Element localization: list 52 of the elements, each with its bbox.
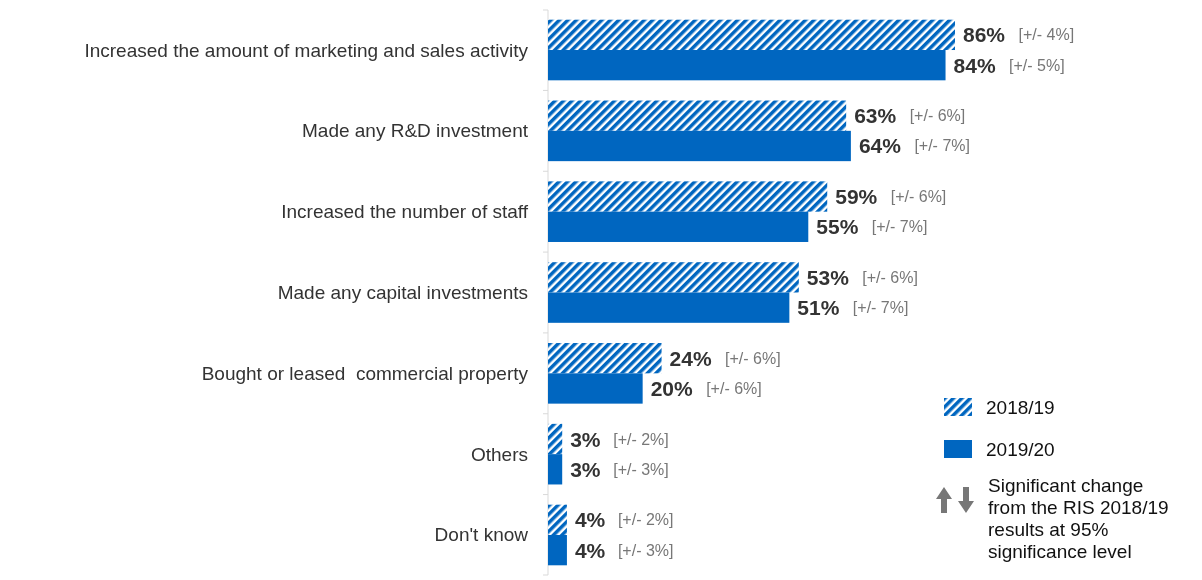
annotation: [+/- 7%] [852, 299, 909, 317]
bar [548, 211, 809, 242]
annotation: [+/- 2%] [613, 430, 669, 448]
data-label: 20% [650, 376, 694, 400]
text: Significant change from the RIS 2018/19 results at 95% significance level [988, 475, 1169, 562]
data-label: 64% [858, 134, 902, 158]
annotation: [+/- 6%] [862, 268, 918, 286]
data-label: 59% [835, 185, 878, 209]
bar [548, 454, 563, 485]
bar [548, 130, 851, 162]
annotation: [+/- 6%] [890, 188, 947, 206]
data-label: 63% [854, 104, 897, 128]
y-tick-label: Made any R&D investment [302, 120, 529, 142]
annotation: [+/- 6%] [909, 107, 966, 125]
legend-label: 2019/20 [986, 438, 1055, 460]
legend-label: 2018/19 [986, 396, 1055, 418]
bar [548, 534, 567, 566]
text: [+/- 4%] [1018, 26, 1075, 44]
data-label: 4% [574, 508, 606, 532]
data-label: 55% [816, 215, 859, 239]
data-label: 51% [797, 296, 840, 320]
bar [548, 504, 567, 535]
annotation: [+/- 3%] [617, 541, 674, 559]
bar [548, 373, 643, 404]
annotation: [+/- 6%] [725, 349, 781, 367]
y-tick-label: Bought or leased commercial property [201, 362, 529, 384]
data-label: 84% [953, 53, 996, 77]
y-tick-label: Increased the number of staff [281, 201, 529, 223]
y-tick-label: Increased the amount of marketing and sales activity [84, 39, 529, 61]
bar [548, 100, 847, 131]
data-label: 24% [669, 346, 712, 370]
y-tick-label: Don't know [434, 524, 529, 546]
bar [548, 292, 790, 323]
bar [548, 343, 662, 374]
y-tick-label: Made any capital investments [277, 282, 528, 303]
annotation: [+/- 2%] [617, 511, 674, 529]
bar [548, 262, 799, 293]
bar [548, 423, 563, 455]
y-tick-label: Others [470, 443, 528, 465]
bar [548, 181, 828, 212]
annotation: [+/- 3%] [613, 460, 669, 478]
data-label: 86% [963, 23, 1006, 47]
annotation: [+/- 7%] [914, 137, 970, 155]
annotation: [+/- 6%] [706, 379, 762, 397]
data-label: 53% [806, 265, 850, 289]
bar [548, 19, 955, 51]
data-label: 3% [570, 457, 601, 481]
data-label: 4% [574, 538, 606, 562]
text: [+/- 5%] [1009, 56, 1065, 74]
annotation: [+/- 7%] [871, 218, 928, 236]
bar [548, 50, 946, 81]
data-label: 3% [570, 427, 601, 451]
